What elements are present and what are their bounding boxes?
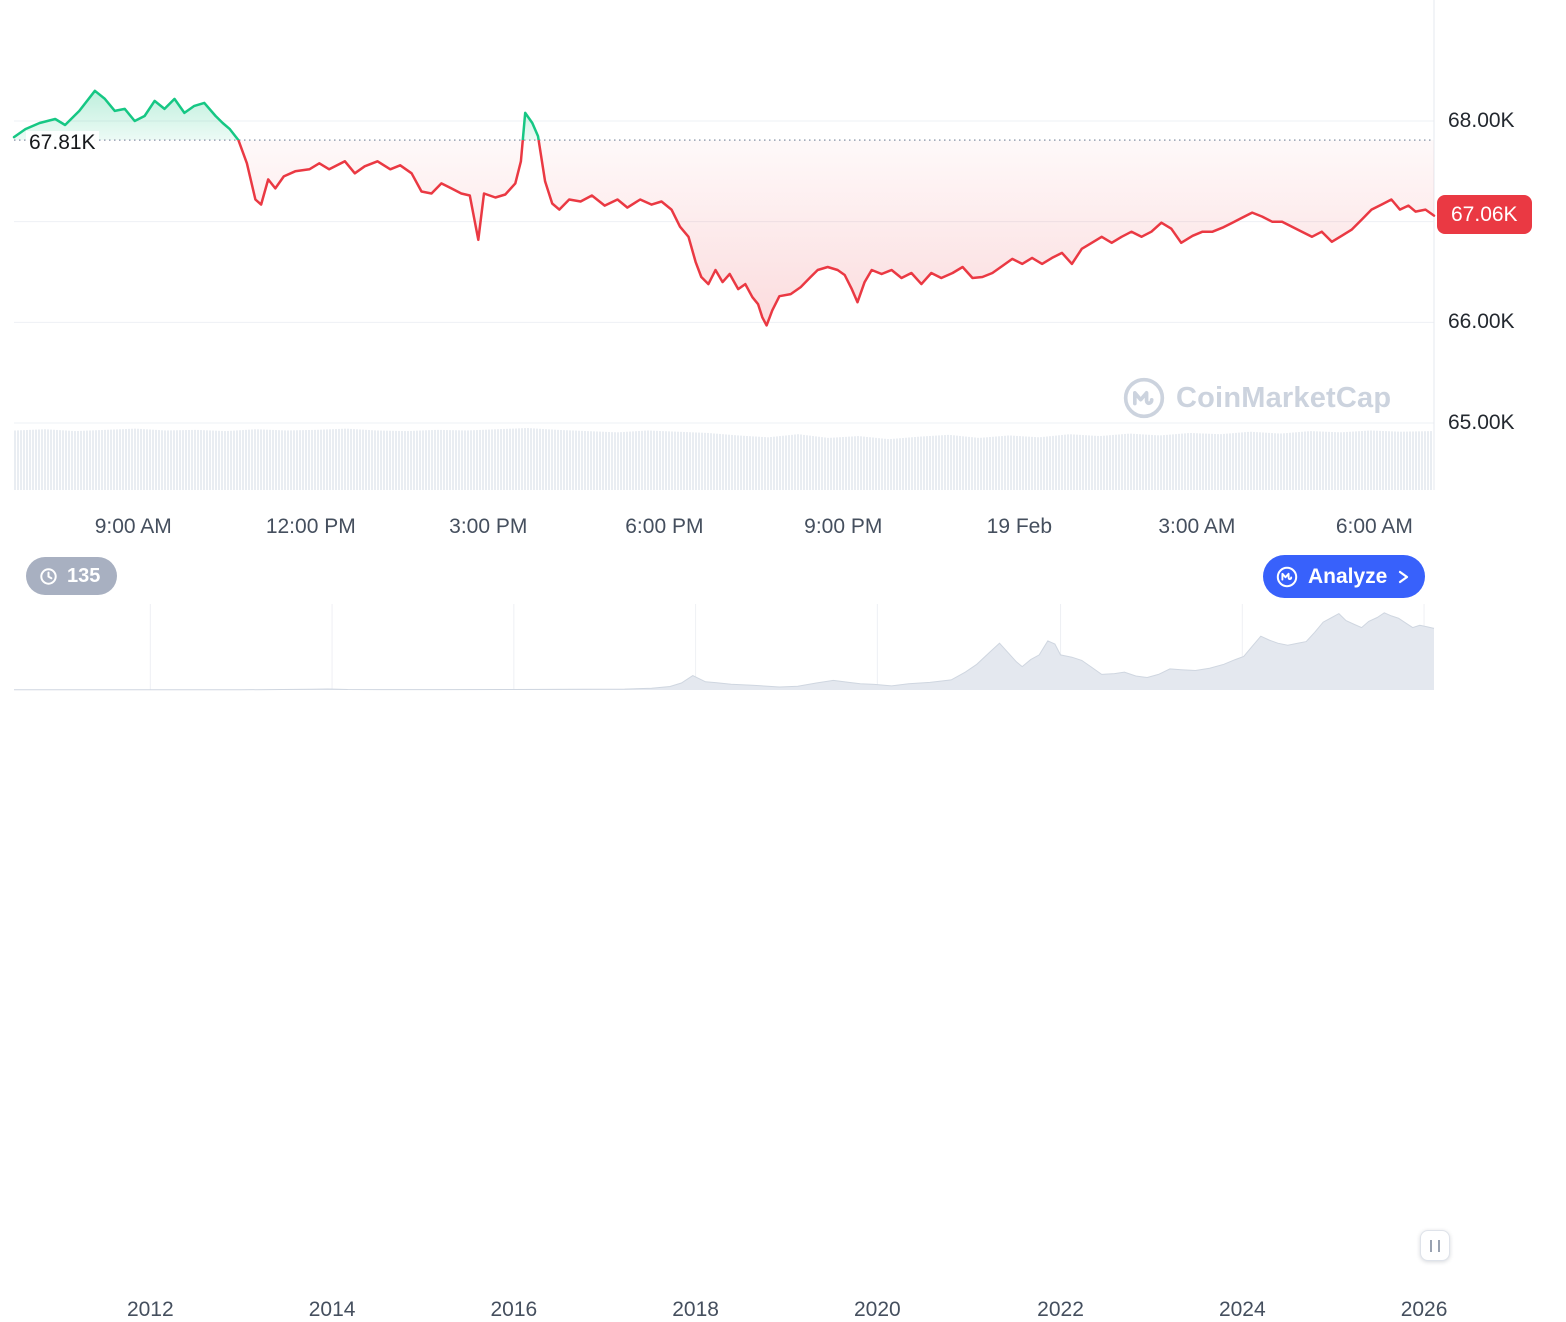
x-axis-label: 3:00 PM [449, 515, 528, 538]
analyze-label: Analyze [1308, 564, 1388, 588]
history-count-label: 135 [67, 564, 101, 587]
range-navigator[interactable]: 2012 2014 2016 2018 2020 2022 2024 2026 [0, 600, 1566, 1321]
navigator-year-label: 2012 [126, 1298, 174, 1321]
gain-area [14, 90, 539, 141]
x-axis-label: 19 Feb [986, 515, 1053, 538]
navigator-line [14, 612, 1435, 691]
loss-area [14, 140, 1434, 326]
x-axis-label: 9:00 PM [804, 515, 883, 538]
y-axis-label: 66.00K [1448, 310, 1515, 334]
navigator-year-label: 2018 [672, 1298, 719, 1321]
navigator-right-handle[interactable] [1420, 1230, 1450, 1261]
navigator-year-label: 2014 [308, 1298, 356, 1321]
y-axis-label: 65.00K [1448, 411, 1515, 434]
coinmarketcap-logo-icon [1123, 377, 1165, 419]
navigator-year-label: 2016 [490, 1298, 538, 1321]
x-axis-label: 12:00 PM [265, 515, 356, 538]
chevron-right-icon [1399, 570, 1409, 583]
navigator-svg[interactable] [0, 600, 1566, 695]
x-axis-label: 3:00 AM [1158, 515, 1236, 538]
volume-bars [14, 428, 1432, 490]
navigator-year-label: 2024 [1218, 1298, 1266, 1321]
x-axis-label: 6:00 PM [625, 515, 704, 538]
history-count-badge[interactable]: 135 [26, 557, 118, 595]
watermark: CoinMarketCap [1122, 376, 1391, 420]
watermark-text: CoinMarketCap [1176, 381, 1392, 414]
main-price-chart[interactable]: 67.81K 67.06K CoinMarketCap 68.00K 66.00K… [0, 0, 1566, 540]
x-axis-label: 9:00 AM [94, 515, 172, 538]
navigator-area [14, 612, 1434, 690]
history-clock-icon [40, 567, 57, 585]
navigator-year-label: 2022 [1037, 1298, 1084, 1321]
current-price-badge: 67.06K [1437, 194, 1532, 234]
coinmarketcap-logo-icon [1276, 566, 1298, 587]
baseline-price-label: 67.81K [26, 131, 99, 156]
price-chart-svg[interactable] [0, 0, 1566, 540]
analyze-button[interactable]: Analyze [1263, 555, 1426, 598]
y-axis-label: 68.00K [1448, 109, 1515, 132]
price-line-down [236, 140, 1436, 327]
navigator-year-label: 2026 [1400, 1298, 1448, 1321]
drag-grip-icon [1430, 1239, 1440, 1252]
x-axis-label: 6:00 AM [1335, 515, 1413, 538]
navigator-year-label: 2020 [854, 1298, 901, 1321]
